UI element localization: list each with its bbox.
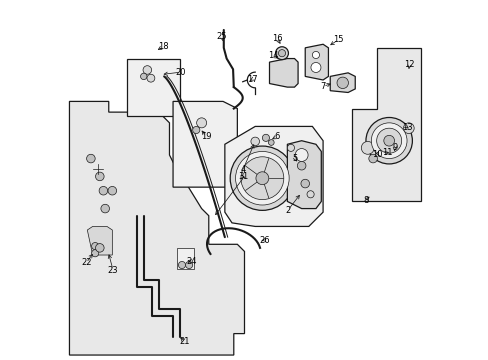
Circle shape	[306, 191, 313, 198]
Text: 18: 18	[158, 42, 168, 51]
Circle shape	[278, 50, 285, 57]
Text: 7: 7	[320, 82, 325, 91]
Text: 26: 26	[259, 235, 270, 244]
Circle shape	[143, 66, 151, 74]
Text: 17: 17	[246, 75, 257, 84]
Text: 4: 4	[240, 165, 245, 174]
Circle shape	[185, 261, 192, 269]
Circle shape	[91, 243, 99, 249]
Polygon shape	[176, 248, 194, 269]
Circle shape	[268, 140, 274, 145]
Text: 3: 3	[238, 172, 243, 181]
Text: 21: 21	[179, 337, 189, 346]
Text: 8: 8	[363, 196, 368, 205]
Circle shape	[310, 63, 320, 72]
Circle shape	[196, 118, 206, 128]
Circle shape	[365, 117, 411, 164]
Circle shape	[147, 74, 155, 82]
Text: 15: 15	[332, 36, 343, 45]
Polygon shape	[224, 126, 323, 226]
Circle shape	[295, 149, 307, 161]
Text: 22: 22	[81, 258, 91, 267]
Polygon shape	[287, 141, 321, 208]
Circle shape	[383, 135, 394, 146]
Circle shape	[241, 157, 283, 200]
Circle shape	[376, 128, 401, 153]
Text: 19: 19	[201, 132, 211, 141]
Text: 23: 23	[107, 266, 118, 275]
Circle shape	[361, 141, 373, 154]
Polygon shape	[126, 59, 180, 116]
Circle shape	[99, 186, 107, 195]
Polygon shape	[305, 44, 328, 80]
Text: 16: 16	[271, 34, 282, 43]
Text: 1: 1	[242, 172, 246, 181]
Polygon shape	[269, 59, 298, 87]
Circle shape	[108, 186, 116, 195]
Text: 5: 5	[292, 154, 297, 163]
Text: 6: 6	[274, 132, 279, 141]
Circle shape	[312, 51, 319, 59]
Circle shape	[287, 144, 294, 152]
Circle shape	[95, 244, 104, 252]
Polygon shape	[69, 102, 244, 355]
Circle shape	[101, 204, 109, 213]
Polygon shape	[351, 48, 421, 202]
Text: 13: 13	[401, 123, 412, 132]
Text: 11: 11	[382, 148, 392, 157]
Polygon shape	[329, 73, 354, 93]
Circle shape	[95, 172, 104, 181]
Text: 10: 10	[371, 150, 382, 159]
Circle shape	[230, 146, 294, 210]
Circle shape	[262, 134, 269, 141]
Circle shape	[297, 161, 305, 170]
Circle shape	[140, 73, 147, 80]
Text: 12: 12	[404, 60, 414, 69]
Text: 9: 9	[391, 143, 397, 152]
Circle shape	[250, 137, 259, 146]
Circle shape	[91, 249, 99, 257]
Text: 25: 25	[216, 32, 227, 41]
Circle shape	[336, 77, 348, 89]
Circle shape	[275, 47, 288, 60]
Circle shape	[235, 152, 288, 205]
Text: 14: 14	[268, 51, 279, 60]
Circle shape	[255, 172, 268, 185]
Circle shape	[86, 154, 95, 163]
Text: 2: 2	[285, 206, 290, 215]
Circle shape	[300, 179, 309, 188]
Circle shape	[368, 154, 377, 163]
Text: 24: 24	[186, 257, 197, 266]
Polygon shape	[173, 102, 237, 187]
Circle shape	[178, 261, 185, 269]
Text: 20: 20	[175, 68, 186, 77]
Circle shape	[370, 123, 406, 158]
Polygon shape	[87, 226, 112, 255]
Circle shape	[403, 123, 413, 134]
Circle shape	[192, 126, 200, 134]
